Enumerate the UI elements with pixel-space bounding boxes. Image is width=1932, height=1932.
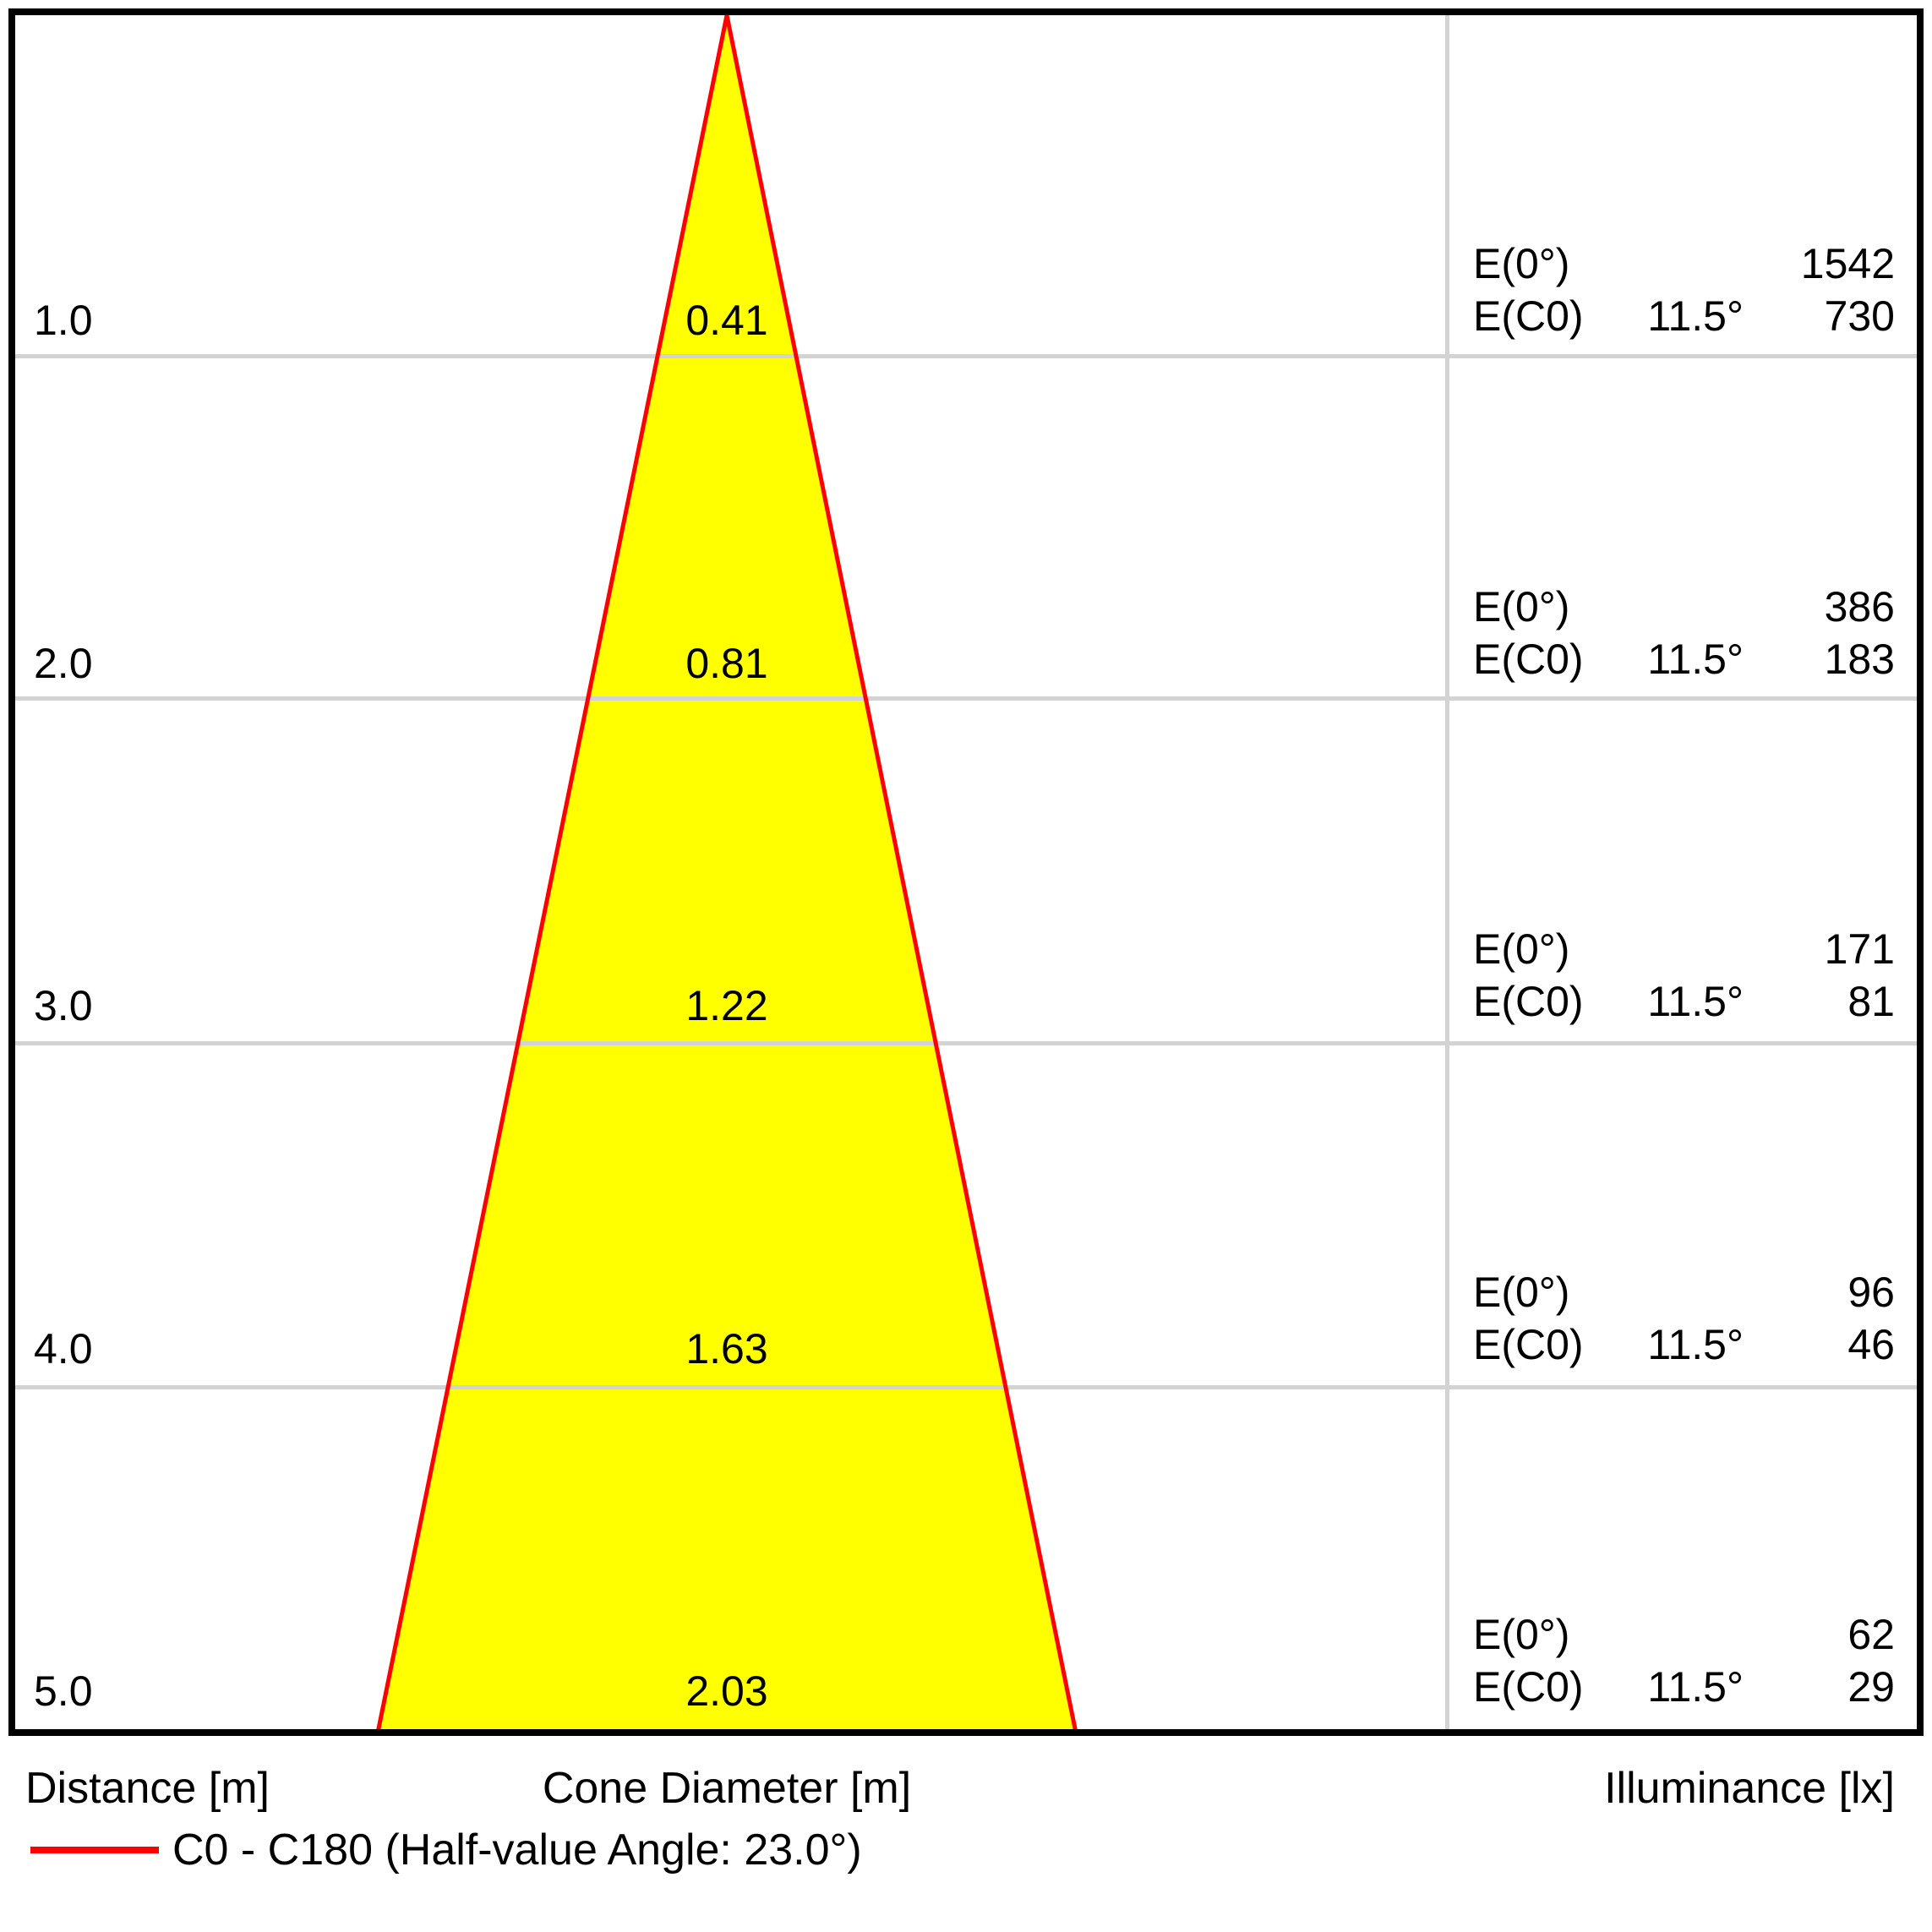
ec0-angle: 11.5° [1647,978,1744,1025]
ec0-line: E(C0) 11.5° 730 [1449,290,1917,342]
table-row: 2.0 0.81 E(0°) 386 E(C0) 11.5° 183 [15,358,1917,701]
distance-value: 4.0 [34,1325,93,1373]
panel-divider [1445,15,1449,1729]
distance-value: 5.0 [34,1667,93,1715]
ec0-line: E(C0) 11.5° 46 [1449,1318,1917,1371]
ec0-value: 730 [1824,292,1895,340]
cone-diameter-axis-label: Cone Diameter [m] [542,1764,912,1813]
e0-value: 62 [1847,1611,1895,1658]
ec0-value: 29 [1847,1663,1895,1711]
illuminance-cell: E(0°) 171 E(C0) 11.5° 81 [1449,923,1917,1028]
ec0-angle: 11.5° [1647,1663,1744,1711]
illuminance-cell: E(0°) 386 E(C0) 11.5° 183 [1449,581,1917,685]
illuminance-axis-label: Illuminance [lx] [1604,1764,1895,1813]
e0-line: E(0°) 1542 [1449,237,1917,290]
legend-label: C0 - C180 (Half-value Angle: 23.0°) [172,1826,862,1875]
e0-label: E(0°) [1473,240,1570,287]
legend: C0 - C180 (Half-value Angle: 23.0°) [30,1824,862,1876]
e0-value: 171 [1824,925,1895,973]
cone-diameter-value: 0.41 [685,297,768,344]
e0-label: E(0°) [1473,1269,1570,1316]
ec0-angle: 11.5° [1647,292,1744,340]
e0-line: E(0°) 96 [1449,1266,1917,1318]
e0-value: 386 [1824,583,1895,630]
e0-label: E(0°) [1473,583,1570,630]
ec0-value: 183 [1824,636,1895,683]
illuminance-cell: E(0°) 62 E(C0) 11.5° 29 [1449,1608,1917,1713]
illuminance-cell: E(0°) 96 E(C0) 11.5° 46 [1449,1266,1917,1371]
table-row: 4.0 1.63 E(0°) 96 E(C0) 11.5° 46 [15,1044,1917,1386]
table-row: 3.0 1.22 E(0°) 171 E(C0) 11.5° 81 [15,701,1917,1043]
ec0-value: 46 [1847,1321,1895,1368]
illuminance-cell: E(0°) 1542 E(C0) 11.5° 730 [1449,237,1917,342]
e0-line: E(0°) 171 [1449,923,1917,975]
e0-line: E(0°) 62 [1449,1608,1917,1661]
chart-area: 1.0 0.41 E(0°) 1542 E(C0) 11.5° 730 [15,15,1917,1729]
cone-diameter-value: 2.03 [685,1667,768,1715]
chart-frame: 1.0 0.41 E(0°) 1542 E(C0) 11.5° 730 [8,8,1924,1736]
ec0-label: E(C0) [1473,1321,1584,1368]
cone-diameter-value: 1.63 [685,1325,768,1373]
ec0-angle: 11.5° [1647,1321,1744,1368]
ec0-label: E(C0) [1473,636,1584,683]
ec0-label: E(C0) [1473,1663,1584,1711]
distance-value: 1.0 [34,297,93,344]
e0-line: E(0°) 386 [1449,581,1917,633]
ec0-line: E(C0) 11.5° 29 [1449,1661,1917,1713]
ec0-line: E(C0) 11.5° 81 [1449,975,1917,1028]
ec0-value: 81 [1847,978,1895,1025]
distance-value: 3.0 [34,982,93,1029]
cone-diameter-value: 1.22 [685,982,768,1029]
distance-value: 2.0 [34,640,93,687]
e0-value: 1542 [1800,240,1895,287]
legend-red-line-swatch [30,1847,159,1853]
e0-label: E(0°) [1473,925,1570,973]
distance-axis-label: Distance [m] [25,1764,270,1813]
cone-diameter-value: 0.81 [685,640,768,687]
e0-label: E(0°) [1473,1611,1570,1658]
ec0-line: E(C0) 11.5° 183 [1449,633,1917,685]
e0-value: 96 [1847,1269,1895,1316]
ec0-label: E(C0) [1473,292,1584,340]
table-row: 5.0 2.03 E(0°) 62 E(C0) 11.5° 29 [15,1386,1917,1728]
ec0-angle: 11.5° [1647,636,1744,683]
ec0-label: E(C0) [1473,978,1584,1025]
table-row: 1.0 0.41 E(0°) 1542 E(C0) 11.5° 730 [15,15,1917,357]
